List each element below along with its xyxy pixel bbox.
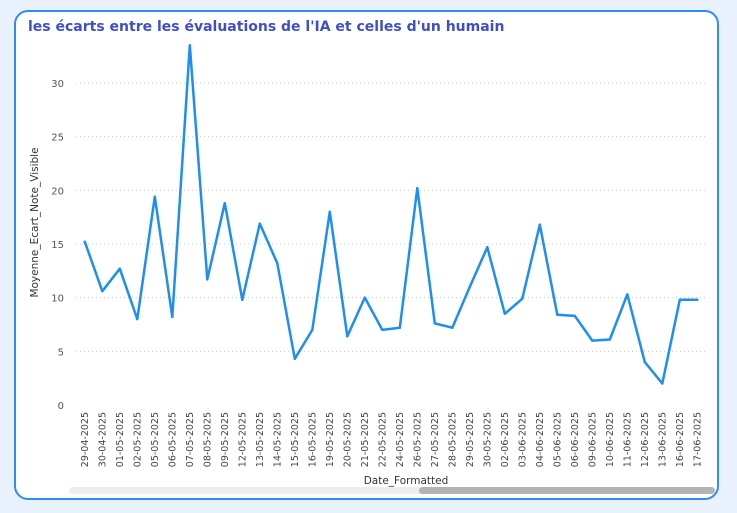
data-point: [206, 278, 209, 281]
scrollbar-thumb[interactable]: [419, 487, 715, 494]
data-point: [573, 314, 576, 318]
y-tick-label: 0: [58, 401, 64, 412]
data-point: [398, 326, 401, 329]
x-tick-label: 05-05-2025: [150, 412, 161, 467]
data-point: [136, 317, 139, 321]
x-tick-label: 09-06-2025: [587, 412, 598, 467]
y-tick-label: 15: [51, 240, 64, 251]
data-point: [83, 240, 86, 244]
x-tick-label: 09-05-2025: [220, 412, 231, 467]
line-chart: 0 5 10 15 20 25 30 29-04-2025 30-04-2025 01-05-20…: [29, 44, 706, 487]
x-tick-label: 01-05-2025: [115, 412, 126, 467]
data-point: [381, 328, 384, 332]
x-tick-label: 13-05-2025: [255, 412, 266, 467]
y-tick-label: 10: [51, 294, 64, 305]
data-point: [293, 357, 296, 361]
x-tick-label: 12-05-2025: [237, 412, 248, 467]
x-tick-label: 02-05-2025: [132, 412, 143, 467]
x-tick-label: 28-05-2025: [447, 412, 458, 467]
data-point: [118, 267, 121, 270]
y-axis-label: Moyenne_Ecart_Note_Visible: [29, 147, 41, 297]
data-point: [346, 335, 349, 338]
x-tick-label: 04-06-2025: [535, 412, 546, 467]
data-point: [591, 339, 594, 342]
x-tick-label: 29-05-2025: [465, 412, 476, 467]
x-tick-label: 06-05-2025: [167, 412, 178, 467]
data-point: [188, 44, 191, 47]
data-point: [171, 315, 174, 319]
x-tick-label: 06-06-2025: [570, 412, 581, 467]
x-tick-label: 16-05-2025: [307, 412, 318, 467]
y-tick-label: 30: [51, 79, 64, 90]
chart-card: les écarts entre les évaluations de l'IA…: [14, 10, 719, 500]
data-point: [433, 322, 436, 325]
x-tick-label: 30-04-2025: [97, 412, 108, 467]
data-point: [608, 338, 611, 341]
x-tick-label: 13-06-2025: [657, 412, 668, 467]
x-tick-label: 30-05-2025: [482, 412, 493, 467]
x-tick-label: 27-05-2025: [430, 412, 441, 467]
data-point: [696, 298, 699, 301]
x-tick-label: 03-06-2025: [517, 412, 528, 467]
horizontal-scrollbar[interactable]: [69, 487, 715, 494]
data-point: [258, 222, 261, 225]
x-tick-label: 15-05-2025: [290, 412, 301, 467]
chart-title: les écarts entre les évaluations de l'IA…: [28, 19, 505, 35]
y-tick-label: 20: [51, 186, 64, 197]
data-point: [328, 210, 331, 213]
x-tick-label: 12-06-2025: [640, 412, 651, 467]
data-point: [503, 312, 506, 315]
data-point: [276, 262, 279, 265]
x-tick-label: 11-06-2025: [622, 412, 633, 467]
x-tick-label: 05-06-2025: [552, 412, 563, 467]
x-tick-label: 22-05-2025: [377, 412, 388, 467]
x-tick-label: 24-05-2025: [395, 412, 406, 467]
x-tick-label: 20-05-2025: [342, 412, 353, 467]
data-point: [101, 290, 104, 293]
x-tick-label: 17-06-2025: [692, 412, 703, 467]
data-point: [486, 245, 489, 249]
data-point: [538, 223, 541, 226]
x-axis-label: Date_Formatted: [364, 475, 449, 487]
x-tick-label: 19-05-2025: [325, 412, 336, 467]
x-tick-label: 08-05-2025: [202, 412, 213, 467]
x-tick-label: 10-06-2025: [605, 412, 616, 467]
data-point: [311, 328, 314, 332]
y-tick-label: 25: [51, 133, 64, 144]
x-tick-label: 26-05-2025: [412, 412, 423, 467]
data-point: [241, 298, 244, 301]
data-point: [223, 201, 226, 205]
data-point: [678, 298, 681, 301]
data-point: [451, 326, 454, 329]
x-tick-label: 02-06-2025: [500, 412, 511, 467]
data-point: [556, 313, 559, 317]
x-tick-label: 29-04-2025: [80, 412, 91, 467]
data-point: [626, 293, 629, 296]
y-tick-label: 5: [58, 347, 64, 358]
series-line: [83, 44, 699, 385]
x-tick-label: 21-05-2025: [360, 412, 371, 467]
data-point: [363, 296, 366, 299]
data-point: [661, 382, 664, 385]
data-point: [521, 297, 524, 300]
data-point: [153, 195, 156, 198]
x-tick-label: 07-05-2025: [185, 412, 196, 467]
data-point: [468, 285, 471, 289]
x-tick-label: 14-05-2025: [272, 412, 283, 467]
x-tick-label: 16-06-2025: [675, 412, 686, 467]
data-point: [643, 360, 646, 364]
data-point: [416, 186, 419, 190]
